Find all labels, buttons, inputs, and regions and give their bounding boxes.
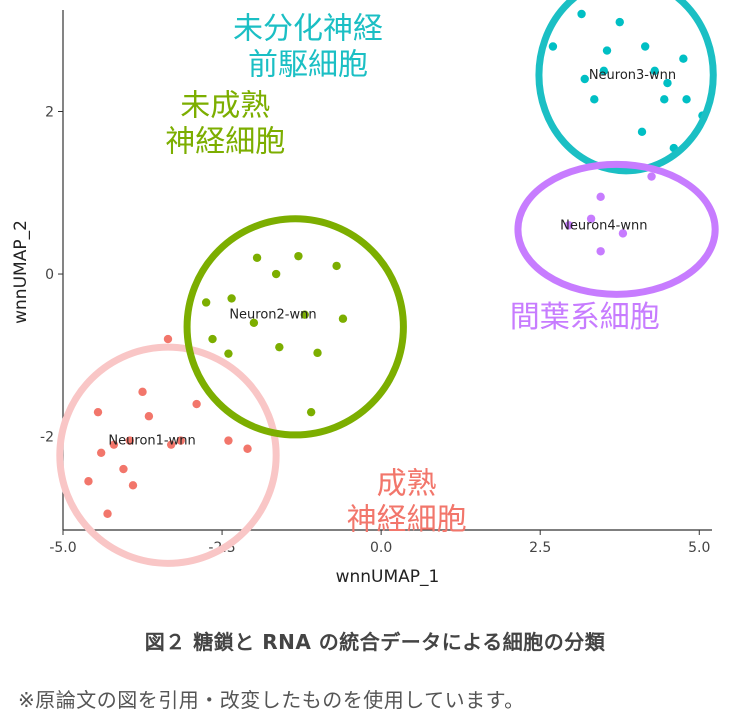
data-point [224,436,233,445]
x-tick-label: 2.5 [529,540,551,556]
data-point [660,95,669,104]
x-axis-title: wnnUMAP_1 [336,567,440,587]
x-tick-label: 5.0 [688,540,710,556]
data-point [618,229,628,238]
y-tick-label: -2 [40,430,54,446]
data-point [224,349,233,358]
cluster-label: Neuron1-wnn [108,434,195,449]
figure-caption: 図２ 糖鎖と RNA の統合データによる細胞の分類 [144,630,606,654]
data-point [166,440,176,449]
cluster-ellipse [535,0,717,175]
data-point [249,318,259,327]
data-point [650,66,659,76]
data-point [679,54,688,63]
group-annotation: 未成熟 [180,89,270,124]
group-annotation: 間葉系細胞 [510,300,660,335]
group-annotation: 前駆細胞 [248,47,368,82]
data-point [84,477,93,486]
group-annotation: 未分化神経 [233,11,383,46]
group-annotation: 成熟 [377,466,437,501]
figure-note: ※原論文の図を引用・改変したものを使用しています。 [18,688,525,712]
cluster-ellipse [514,160,719,298]
data-point [640,42,650,51]
data-point [615,17,624,27]
cluster-ellipse [183,215,407,439]
data-point [332,261,341,271]
data-point [682,95,691,104]
data-point [275,342,284,352]
cluster-ellipse [56,343,280,567]
data-point [586,214,596,223]
cluster-label: Neuron2-wnn [229,308,316,323]
cluster-label: Neuron4-wnn [560,218,647,233]
data-point [103,509,112,518]
data-point [227,294,236,303]
scatter-plot: -5.0 -2.5 0.0 2.5 5.0-202wnnUMAP_1wnnUMAP_2N… [11,0,719,587]
data-point [125,436,135,445]
data-point [294,251,303,261]
group-annotation: 神経細胞 [165,125,285,160]
data-point [192,399,201,409]
data-point [602,46,612,55]
data-point [596,247,605,256]
data-point [163,334,173,344]
data-point [243,444,252,453]
data-point [577,9,586,19]
data-point [599,66,609,76]
data-point [109,440,119,449]
series-neuron1-wnn [84,334,252,518]
data-point [176,436,185,445]
x-tick-label: 0.0 [370,540,392,556]
data-point [138,387,147,397]
data-point [313,348,322,358]
data-point [548,42,558,51]
data-point [647,172,656,181]
data-point [93,407,103,417]
data-point [144,412,154,421]
cluster-label: Neuron3-wnn [589,68,676,83]
data-point [663,78,672,88]
data-point [96,448,106,458]
data-point [252,253,262,262]
series-neuron4-wnn [564,172,656,256]
series-neuron3-wnn [548,9,707,153]
data-point [306,407,316,417]
data-point [596,192,605,202]
group-annotation: 神経細胞 [347,502,467,537]
y-tick-label: 2 [45,105,54,121]
data-point [637,127,647,137]
data-point [271,269,281,279]
data-point [300,310,309,319]
data-point [564,221,574,230]
data-point [208,334,217,344]
data-point [128,481,138,490]
data-point [119,464,128,474]
data-point [580,74,589,84]
data-point [590,95,599,104]
data-point [201,298,211,307]
data-point [338,314,348,323]
x-tick-label: -5.0 [49,540,76,556]
series-neuron2-wnn [201,251,348,417]
y-tick-label: 0 [45,267,54,283]
y-axis-title: wnnUMAP_2 [11,220,31,324]
